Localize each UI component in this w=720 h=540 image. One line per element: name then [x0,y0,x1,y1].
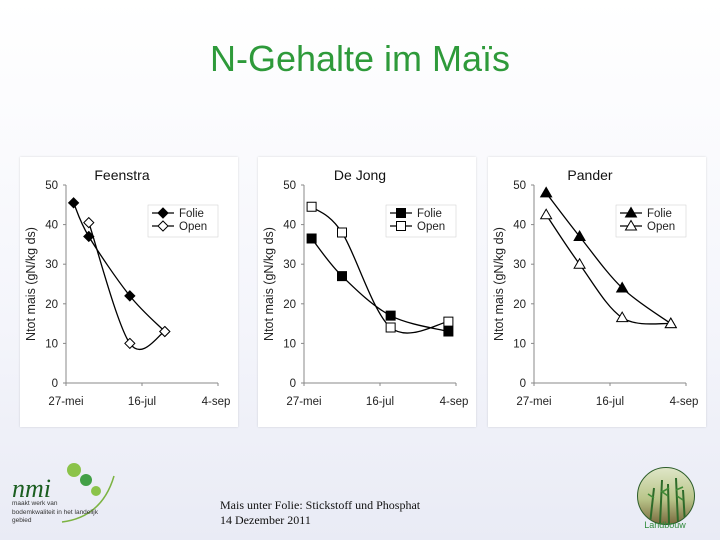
y-axis-label: Ntot mais (gN/kg ds) [492,227,506,341]
legend-box [147,204,219,238]
legend-label: Open [647,221,675,233]
data-point-open [124,337,136,350]
x-tick-label: 27-mei [516,396,551,408]
y-tick-label: 20 [513,299,526,311]
legend-box [615,204,687,238]
x-tick-label: 4-sep [670,396,699,408]
chart-title: De Jong [334,167,386,183]
caption-line-1: Mais unter Folie: Stickstoff und Phospha… [220,498,421,512]
data-point-folie [67,197,80,209]
nmi-logo: nmi maakt werk van bodemkwaliteit in het… [10,462,120,532]
x-tick-label: 16-jul [128,396,156,408]
y-tick-label: 40 [283,220,296,232]
y-tick-label: 0 [290,378,296,390]
corn-field-icon [647,477,686,524]
data-point-folie [443,326,454,337]
data-point-folie [573,229,586,241]
y-tick-label: 30 [513,259,526,271]
chart-de-jong: De Jong 0 10 20 30 40 50 27-mei 16-jul 4-sep Ntot … [262,167,469,408]
landbouw-badge-icon [637,467,695,525]
y-tick-label: 10 [283,338,296,350]
series-line-folie [73,202,166,332]
y-tick-label: 10 [45,338,58,350]
caption-line-2: 14 Dezember 2011 [220,513,311,527]
x-tick-label: 16-jul [596,396,624,408]
series-line-folie [545,192,672,325]
y-axis-label: Ntot mais (gN/kg ds) [262,227,276,341]
data-point-folie [539,186,553,198]
data-point-folie [385,310,396,321]
data-point-open [573,257,586,269]
legend-marker [157,220,169,232]
data-point-open [664,317,678,329]
legend-marker [396,208,406,218]
y-tick-label: 30 [283,259,296,271]
y-tick-label: 10 [513,338,526,350]
data-point-open [83,216,95,229]
footer-caption: Mais unter Folie: Stickstoff und Phospha… [220,498,420,528]
legend-marker [624,219,638,231]
y-tick-label: 50 [283,180,296,192]
data-point-open [539,208,553,220]
x-tick-label: 16-jul [366,396,394,408]
data-point-folie [124,290,136,302]
y-tick-label: 50 [45,180,58,192]
legend-label: Folie [647,208,672,220]
series-line-open [311,206,449,334]
chart-panel-feenstra: Feenstra 0 10 20 30 40 50 27-mei 16-jul 4-sep Ntot… [20,157,238,427]
data-point-open [337,227,347,238]
logo-tagline: maakt werk van bodemkwaliteit in het lan… [12,500,98,524]
legend-label: Folie [179,208,204,220]
logo-text: nmi [12,474,51,503]
chart-title: Feenstra [94,167,149,183]
legend-label: Folie [417,208,442,220]
y-tick-label: 20 [283,299,296,311]
chart-title: Pander [567,167,612,183]
legend-marker [396,221,406,231]
data-point-open [443,316,454,327]
chart-panel-de-jong: De Jong 0 10 20 30 40 50 27-mei 16-jul 4-sep Ntot … [258,157,476,427]
slide-title: N-Gehalte im Maïs [209,38,511,79]
legend-label: Open [179,221,207,233]
y-tick-label: 30 [45,259,58,271]
data-point-folie [615,281,629,293]
logo-dots-icon [61,463,115,523]
y-tick-label: 50 [513,180,526,192]
data-point-folie [337,271,347,282]
y-axis-label: Ntot mais (gN/kg ds) [24,227,38,341]
y-tick-label: 20 [45,299,58,311]
y-tick-label: 40 [513,220,526,232]
data-point-open [159,325,171,338]
series-line-open [545,214,671,325]
x-tick-label: 4-sep [202,396,231,408]
series-line-folie [311,238,449,333]
badge-label: Landbouw [644,520,686,530]
chart-panel-pander: Pander 0 10 20 30 40 50 27-mei 16-jul 4-sep Ntot m… [488,157,706,427]
x-tick-label: 4-sep [440,396,469,408]
legend-marker [624,206,638,218]
y-tick-label: 0 [520,378,526,390]
y-tick-label: 0 [52,378,58,390]
x-tick-label: 27-mei [48,396,83,408]
chart-feenstra: Feenstra 0 10 20 30 40 50 27-mei 16-jul 4-sep Ntot… [24,167,231,408]
data-point-open [385,322,396,333]
legend-marker [157,207,169,219]
data-point-open [615,311,629,323]
x-tick-label: 27-mei [286,396,321,408]
data-point-open [306,201,317,212]
legend-label: Open [417,221,445,233]
chart-pander: Pander 0 10 20 30 40 50 27-mei 16-jul 4-sep Ntot m… [492,167,699,408]
data-point-folie [306,233,317,244]
y-tick-label: 40 [45,220,58,232]
series-line-open [88,222,166,351]
